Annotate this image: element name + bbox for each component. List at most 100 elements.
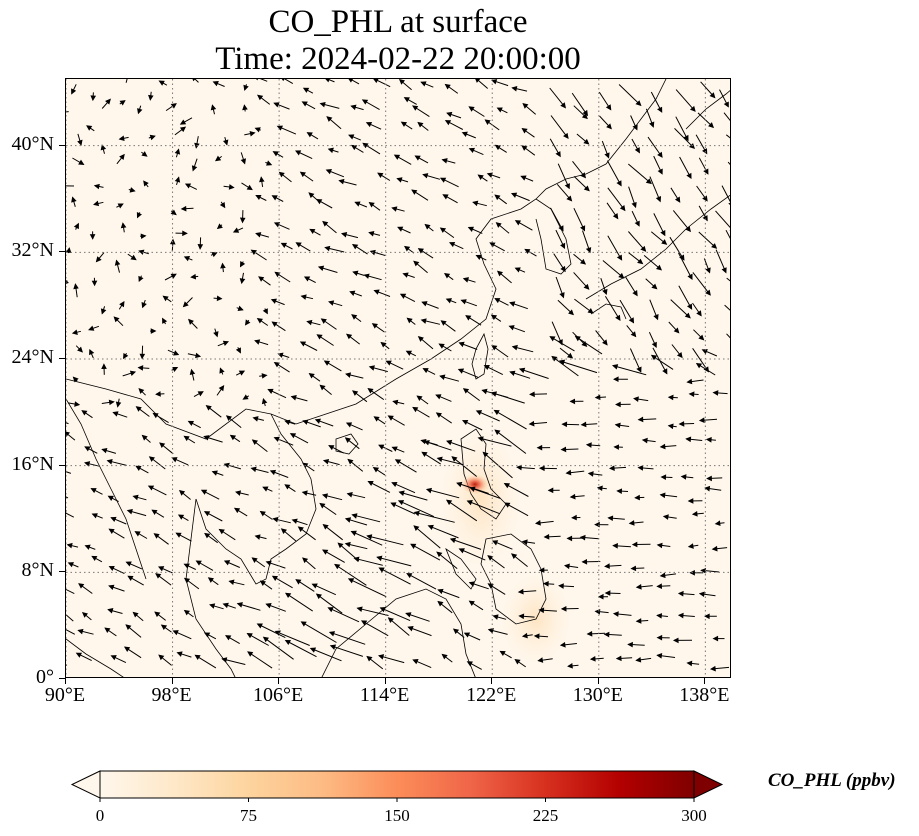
wind-vector-head	[602, 339, 608, 346]
wind-vector-head	[508, 325, 515, 331]
wind-vector-head	[93, 200, 100, 207]
wind-vector-head	[182, 230, 188, 237]
wind-vector-head	[254, 339, 261, 345]
wind-vector-head	[162, 295, 169, 302]
wind-vector-head	[280, 242, 288, 248]
wind-vector-head	[299, 171, 306, 178]
wind-vector-head	[672, 637, 679, 644]
wind-vector-head	[657, 151, 663, 158]
wind-vector-head	[684, 312, 691, 319]
latitude-tick-mark	[59, 358, 65, 359]
wind-vector	[283, 79, 294, 85]
wind-vector-head	[728, 202, 730, 205]
wind-vector-head	[262, 486, 269, 492]
wind-vector-head	[632, 124, 638, 131]
latitude-tick-label: 32°N	[11, 239, 54, 262]
wind-vector-head	[563, 132, 569, 139]
wind-vector-head	[328, 631, 336, 637]
wind-vector-head	[284, 419, 291, 426]
wind-vector-head	[701, 349, 708, 355]
wind-vector-head	[412, 105, 419, 111]
wind-vector-head	[366, 534, 373, 540]
colorbar	[70, 770, 724, 802]
wind-vector-head	[78, 159, 85, 165]
wind-vector	[257, 623, 286, 639]
wind-vector-head	[160, 624, 168, 631]
wind-vector-head	[567, 663, 573, 669]
wind-vector-head	[518, 367, 526, 374]
wind-vector-head	[119, 153, 125, 161]
wind-vector-head	[77, 628, 84, 635]
wind-vector-head	[328, 300, 335, 306]
colorbar-label: CO_PHL (ppbv)	[768, 770, 896, 791]
wind-vector-head	[183, 435, 190, 442]
wind-vector	[414, 511, 455, 523]
wind-vector-head	[397, 500, 405, 506]
wind-vector-head	[422, 173, 429, 179]
wind-vector-head	[445, 298, 452, 304]
wind-vector	[275, 630, 310, 646]
wind-vector-head	[558, 583, 564, 589]
wind-vector-head	[440, 320, 447, 326]
wind-vector-head	[645, 178, 652, 185]
wind-vector-head	[244, 319, 251, 326]
wind-vector	[450, 538, 482, 550]
wind-vector-head	[323, 360, 331, 366]
wind-vector-head	[494, 144, 501, 151]
wind-vector-head	[392, 399, 399, 406]
wind-vector-head	[511, 86, 518, 92]
wind-vector-head	[351, 513, 358, 519]
wind-vector-head	[466, 500, 473, 506]
wind-vector	[604, 296, 621, 321]
wind-vector-head	[566, 195, 573, 202]
wind-vector-head	[314, 418, 321, 424]
wind-vector-head	[420, 318, 427, 324]
colorbar-tick-label: 0	[95, 806, 105, 825]
wind-vector-head	[104, 627, 111, 633]
wind-vector	[125, 79, 128, 83]
wind-vector-head	[89, 234, 96, 240]
wind-vector-head	[135, 406, 142, 412]
wind-vector-head	[194, 654, 201, 661]
wind-vector-head	[214, 155, 222, 162]
wind-vector-head	[256, 79, 258, 81]
wind-vector-head	[255, 195, 262, 201]
wind-vector-head	[491, 344, 498, 351]
wind-vector-head	[222, 602, 229, 609]
wind-vector-head	[66, 431, 71, 437]
wind-vector-head	[439, 227, 447, 233]
wind-vector	[612, 365, 647, 376]
wind-vector-head	[503, 483, 511, 489]
wind-vector-head	[685, 436, 692, 443]
wind-vector	[470, 487, 501, 499]
wind-vector-head	[127, 575, 134, 581]
wind-vector-head	[559, 641, 566, 648]
wind-vector-head	[558, 359, 566, 366]
wind-vector-head	[641, 437, 648, 444]
colorbar-ticks	[99, 798, 695, 802]
wind-vector	[316, 593, 343, 614]
wind-vector	[550, 115, 569, 139]
wind-vector	[494, 429, 527, 454]
wind-vector-head	[143, 180, 149, 187]
wind-vector-head	[88, 325, 95, 331]
wind-vector-head	[659, 492, 666, 499]
wind-vector-head	[685, 226, 692, 233]
wind-vector-head	[259, 580, 266, 586]
wind-vector-head	[380, 341, 387, 348]
wind-vector	[467, 500, 501, 515]
wind-vector-head	[580, 172, 586, 179]
wind-vector-head	[678, 421, 685, 427]
wind-vector-head	[564, 563, 570, 570]
wind-vector-head	[634, 494, 640, 501]
wind-vector-head	[387, 617, 394, 624]
wind-vector-head	[221, 657, 228, 663]
wind-vector-head	[456, 481, 463, 488]
wind-vector-head	[352, 270, 359, 277]
wind-vector-head	[452, 628, 460, 635]
wind-vector-head	[407, 626, 414, 632]
wind-vector-head	[171, 457, 178, 463]
wind-vector-head	[529, 391, 535, 398]
wind-vector-head	[635, 657, 642, 663]
wind-vector-head	[469, 486, 476, 492]
